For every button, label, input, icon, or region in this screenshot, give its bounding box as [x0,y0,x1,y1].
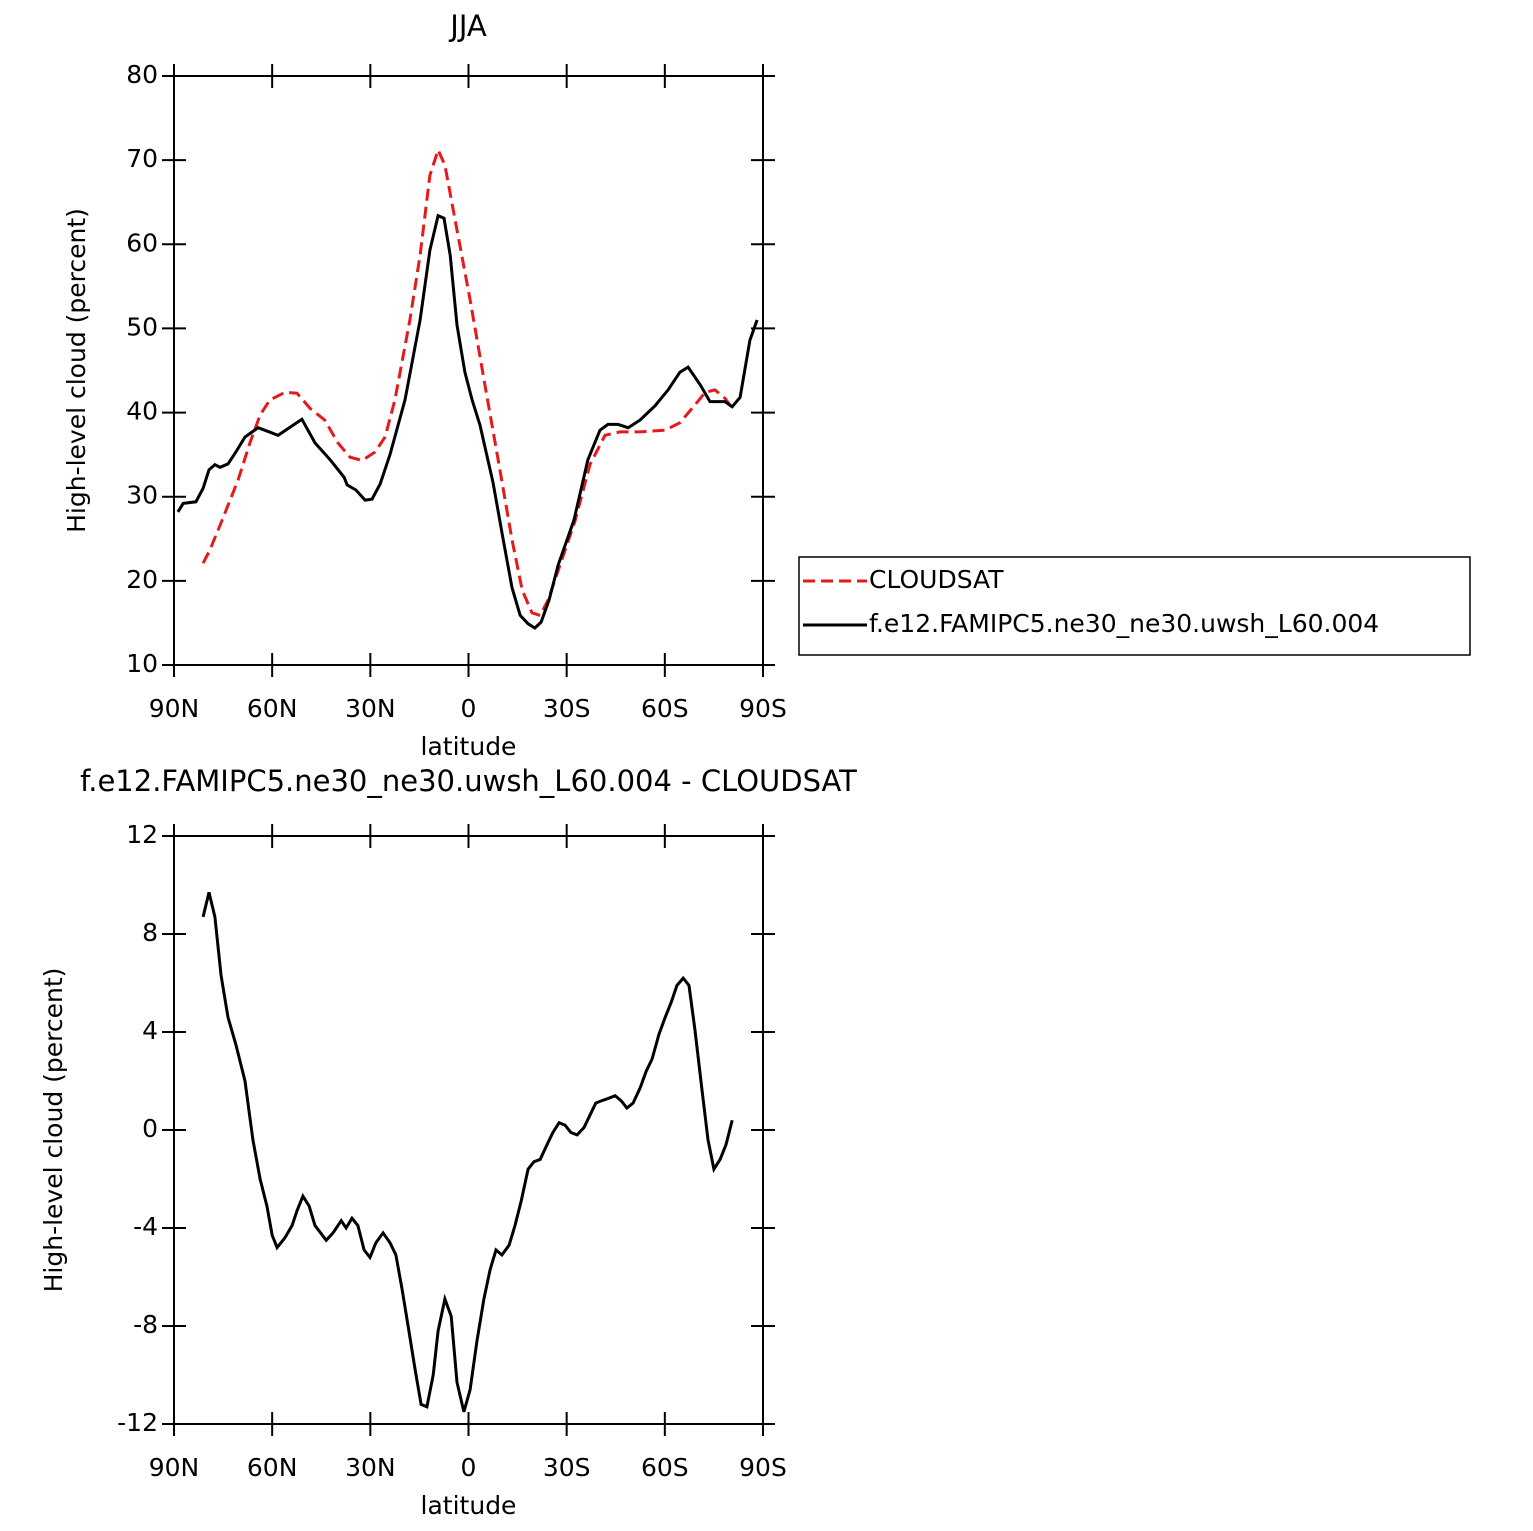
x-tick-label: 0 [461,1453,477,1482]
x-tick-label: 90N [149,1453,200,1482]
x-tick-label: 60S [641,694,689,723]
x-tick-label: 90N [149,694,200,723]
x-tick-label: 90S [739,694,787,723]
y-tick-label: 70 [126,144,158,173]
x-tick-label: 60N [247,1453,298,1482]
x-tick-label: 30S [543,1453,591,1482]
y-tick-label: -4 [133,1212,158,1241]
data-line [201,145,734,618]
y-axis-label: High-level cloud (percent) [39,968,68,1293]
y-tick-label: 4 [142,1016,158,1045]
y-tick-label: 40 [126,397,158,426]
y-tick-label: 8 [142,918,158,947]
y-tick-label: 10 [126,649,158,678]
y-tick-label: 50 [126,312,158,341]
y-tick-label: -8 [133,1310,158,1339]
x-tick-label: 30N [345,694,396,723]
plot-frame [173,75,764,666]
data-line [201,892,734,1413]
y-tick-label: 30 [126,481,158,510]
chart-title: JJA [448,9,487,43]
y-axis-label: High-level cloud (percent) [62,208,91,533]
x-tick-label: 60S [641,1453,689,1482]
y-tick-label: 20 [126,565,158,594]
y-tick-label: 80 [126,60,158,89]
x-tick-label: 30S [543,694,591,723]
x-tick-label: 30N [345,1453,396,1482]
x-tick-label: 0 [461,694,477,723]
x-axis-label: latitude [421,1491,517,1520]
x-tick-label: 60N [247,694,298,723]
data-line [176,213,759,630]
legend-label: CLOUDSAT [869,565,1004,594]
plot-frame [173,835,764,1425]
chart-title: f.e12.FAMIPC5.ne30_ne30.uwsh_L60.004 - C… [80,764,857,798]
y-tick-label: -12 [117,1408,158,1437]
x-axis-label: latitude [421,732,517,761]
legend-label: f.e12.FAMIPC5.ne30_ne30.uwsh_L60.004 [869,609,1379,638]
y-tick-label: 0 [142,1114,158,1143]
legend-box [798,556,1471,656]
y-tick-label: 12 [126,820,158,849]
y-tick-label: 60 [126,228,158,257]
x-tick-label: 90S [739,1453,787,1482]
